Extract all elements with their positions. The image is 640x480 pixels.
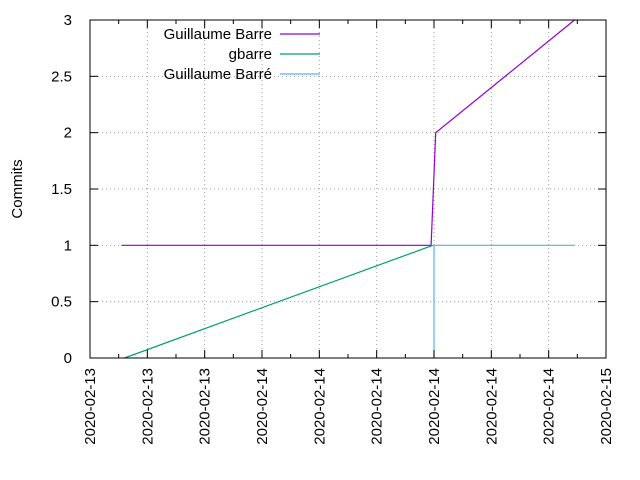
y-axis: 0 0.5 1 1.5 2 2.5 3	[51, 12, 606, 367]
series-line-2	[124, 244, 434, 359]
x-tick-label: 2020-02-13	[139, 368, 156, 445]
y-tick-label: 0.5	[51, 294, 72, 311]
series-line-1	[121, 19, 575, 246]
x-tick-label: 2020-02-13	[197, 368, 214, 445]
x-axis: 2020-02-13 2020-02-13 2020-02-13 2020-02-14…	[82, 20, 615, 445]
series-line-3	[433, 244, 575, 358]
x-tick-label: 2020-02-14	[369, 368, 386, 445]
x-tick-label: 2020-02-14	[254, 368, 271, 445]
legend-label: gbarre	[229, 46, 272, 63]
y-tick-label: 1	[64, 237, 72, 254]
series-layer	[121, 19, 575, 359]
x-tick-label: 2020-02-14	[311, 368, 328, 445]
legend: Guillaume Barre gbarre Guillaume Barré	[164, 26, 320, 83]
x-tick-label: 2020-02-14	[541, 368, 558, 445]
legend-label: Guillaume Barre	[164, 26, 272, 43]
y-tick-label: 0	[64, 350, 72, 367]
x-tick-label: 2020-02-13	[82, 368, 99, 445]
y-tick-label: 2.5	[51, 68, 72, 85]
x-tick-label: 2020-02-14	[426, 368, 443, 445]
y-axis-title: Commits	[9, 159, 26, 218]
y-tick-label: 3	[64, 12, 72, 29]
x-tick-label: 2020-02-14	[483, 368, 500, 445]
x-tick-label: 2020-02-15	[598, 368, 615, 445]
y-tick-label: 1.5	[51, 181, 72, 198]
y-tick-label: 2	[64, 125, 72, 142]
legend-label: Guillaume Barré	[164, 66, 272, 83]
